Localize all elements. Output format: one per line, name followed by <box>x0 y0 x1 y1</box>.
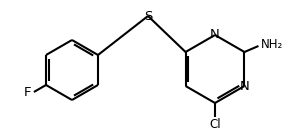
Text: Cl: Cl <box>209 118 221 131</box>
Text: N: N <box>210 29 220 42</box>
Text: NH₂: NH₂ <box>261 39 283 51</box>
Text: N: N <box>240 79 249 92</box>
Text: S: S <box>144 10 152 22</box>
Text: F: F <box>23 86 31 99</box>
